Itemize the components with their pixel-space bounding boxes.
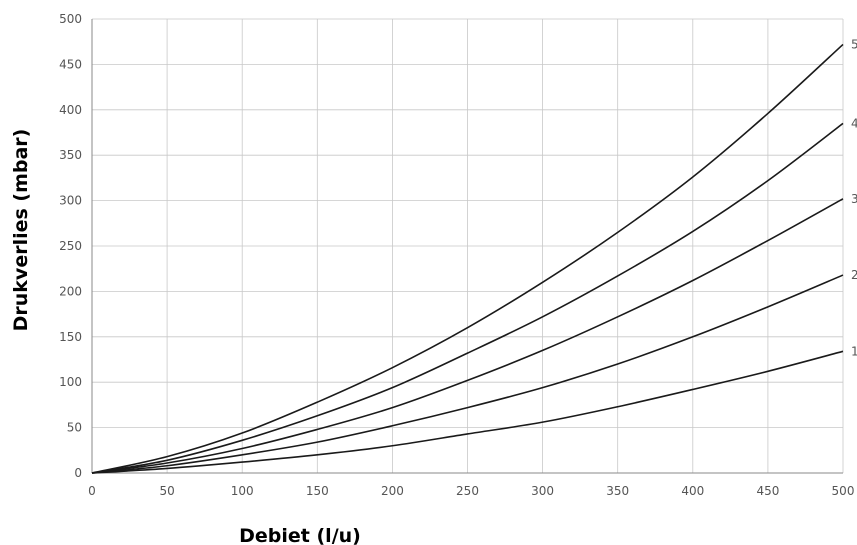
y-tick-labels: 0 50 100 150 200 250 300 350 400 450 500 (59, 12, 82, 480)
grid (92, 19, 843, 473)
x-tick-label: 500 (832, 484, 855, 498)
series-label-1: 1 (851, 344, 857, 358)
y-tick-label: 100 (59, 375, 82, 389)
x-tick-label: 200 (381, 484, 404, 498)
y-tick-label: 300 (59, 194, 82, 208)
x-tick-label: 0 (88, 484, 96, 498)
series-label-4: 4 (851, 116, 857, 130)
x-tick-label: 100 (231, 484, 254, 498)
y-tick-label: 50 (67, 421, 82, 435)
x-tick-label: 400 (681, 484, 704, 498)
y-tick-label: 250 (59, 239, 82, 253)
y-tick-label: 0 (74, 466, 82, 480)
y-tick-label: 400 (59, 103, 82, 117)
x-tick-label: 350 (606, 484, 629, 498)
x-tick-labels: 0 50 100 150 200 250 300 350 400 450 500 (88, 484, 854, 498)
series-label-3: 3 (851, 192, 857, 206)
y-tick-label: 150 (59, 330, 82, 344)
y-tick-label: 450 (59, 57, 82, 71)
y-tick-label: 350 (59, 148, 82, 162)
series-labels: 1 2 3 4 5 (851, 37, 857, 358)
x-tick-label: 450 (756, 484, 779, 498)
x-tick-label: 50 (159, 484, 174, 498)
y-axis-label: Drukverlies (mbar) (10, 129, 32, 332)
series-label-2: 2 (851, 268, 857, 282)
y-tick-label: 200 (59, 284, 82, 298)
x-tick-label: 300 (531, 484, 554, 498)
x-tick-label: 250 (456, 484, 479, 498)
series-label-5: 5 (851, 37, 857, 51)
y-tick-label: 500 (59, 12, 82, 26)
x-tick-label: 150 (306, 484, 329, 498)
x-axis-label: Debiet (l/u) (239, 525, 361, 545)
